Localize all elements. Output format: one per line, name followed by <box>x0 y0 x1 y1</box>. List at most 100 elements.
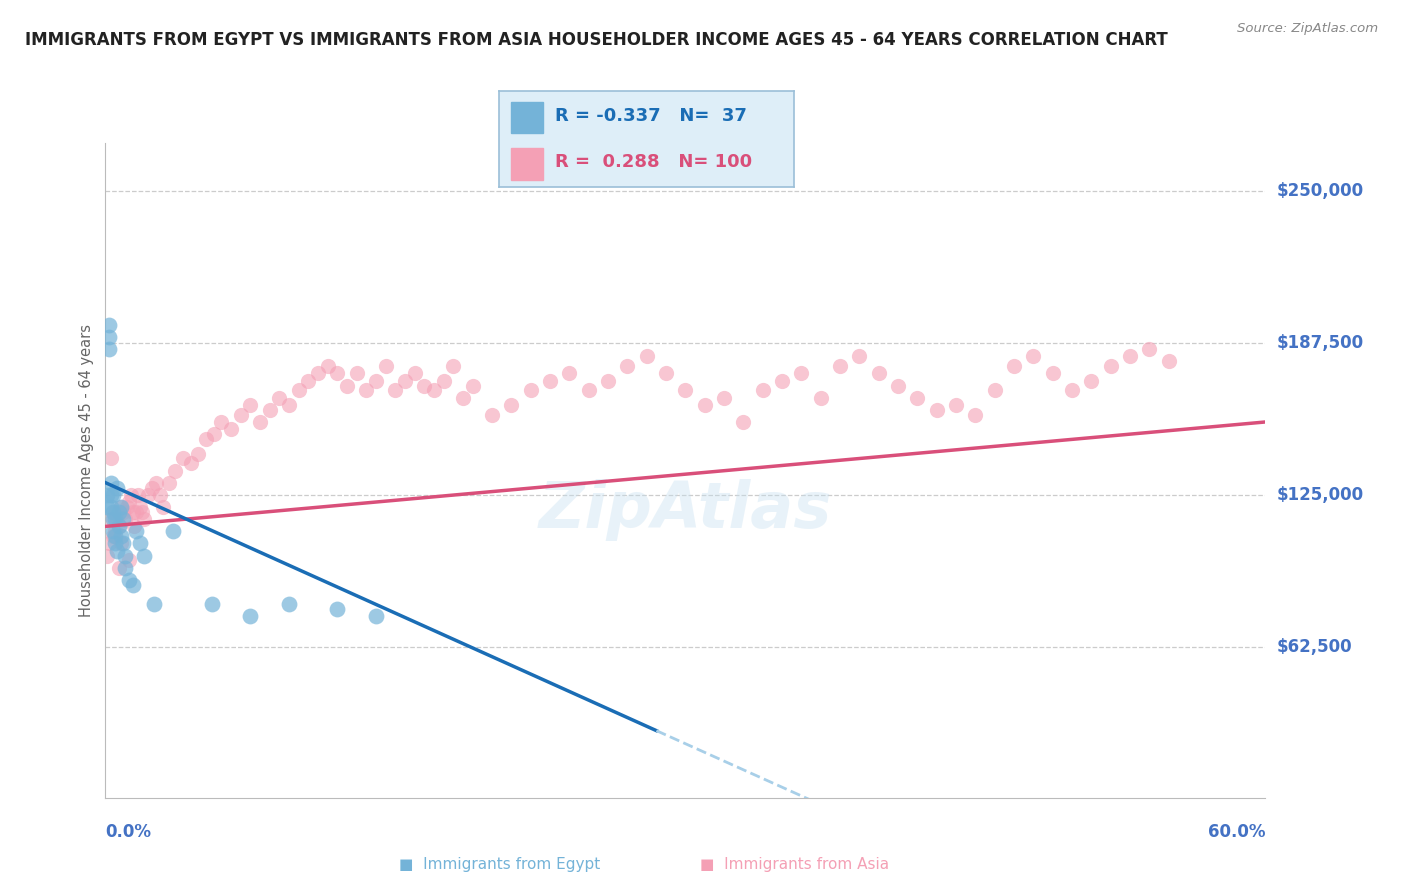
Point <box>125 524 148 539</box>
Point <box>105 481 128 495</box>
Point <box>100 488 122 502</box>
Point <box>693 398 716 412</box>
Point <box>1099 359 1122 373</box>
Y-axis label: Householder Income Ages 45 - 64 years: Householder Income Ages 45 - 64 years <box>79 324 94 617</box>
Text: IMMIGRANTS FROM EGYPT VS IMMIGRANTS FROM ASIA HOUSEHOLDER INCOME AGES 45 - 64 YE: IMMIGRANTS FROM EGYPT VS IMMIGRANTS FROM… <box>25 31 1168 49</box>
Text: Source: ZipAtlas.com: Source: ZipAtlas.com <box>1237 22 1378 36</box>
Point <box>636 350 658 364</box>
Point <box>538 374 561 388</box>
Point <box>520 384 543 398</box>
Point <box>98 536 121 550</box>
Point <box>100 475 122 490</box>
Text: R =  0.288   N= 100: R = 0.288 N= 100 <box>555 153 752 171</box>
Point <box>136 488 159 502</box>
Point <box>269 391 291 405</box>
Point <box>152 500 174 514</box>
Point <box>297 374 319 388</box>
Point <box>374 359 396 373</box>
Point <box>848 350 870 364</box>
Point <box>118 553 141 567</box>
Point <box>103 524 124 539</box>
Point <box>461 378 484 392</box>
Point <box>451 391 474 405</box>
Point <box>121 577 143 591</box>
Point <box>98 330 121 344</box>
Point <box>125 505 148 519</box>
Point <box>733 415 755 429</box>
Point <box>278 597 301 611</box>
Point <box>219 422 242 436</box>
Point <box>132 512 156 526</box>
Point <box>326 602 349 616</box>
Point <box>249 415 271 429</box>
Point <box>145 475 167 490</box>
Text: ■  Immigrants from Asia: ■ Immigrants from Asia <box>700 857 889 872</box>
Point <box>356 384 378 398</box>
Point <box>239 398 262 412</box>
Point <box>141 481 163 495</box>
Point <box>1157 354 1180 368</box>
Bar <box>510 148 543 179</box>
Point <box>104 505 127 519</box>
Point <box>202 427 225 442</box>
Point <box>655 367 678 381</box>
Text: $62,500: $62,500 <box>1277 638 1353 656</box>
Point <box>104 529 127 543</box>
Point <box>558 367 581 381</box>
Point <box>810 391 832 405</box>
Point <box>96 500 118 514</box>
Point <box>828 359 851 373</box>
Point <box>364 609 387 624</box>
Point <box>201 597 224 611</box>
Point <box>984 384 1007 398</box>
Point <box>1080 374 1102 388</box>
Point <box>616 359 638 373</box>
Text: $250,000: $250,000 <box>1277 182 1364 201</box>
Point <box>384 384 406 398</box>
Point <box>965 408 987 422</box>
Point <box>404 367 426 381</box>
Point <box>413 378 436 392</box>
Point <box>142 597 165 611</box>
Point <box>394 374 416 388</box>
Point <box>1060 384 1083 398</box>
Point <box>1119 350 1142 364</box>
Point <box>278 398 301 412</box>
Text: ■  Immigrants from Egypt: ■ Immigrants from Egypt <box>398 857 600 872</box>
Point <box>103 512 124 526</box>
Text: R = -0.337   N=  37: R = -0.337 N= 37 <box>555 107 747 125</box>
Point <box>239 609 262 624</box>
Point <box>111 505 134 519</box>
Point <box>346 367 368 381</box>
Point <box>108 519 131 533</box>
Point <box>114 560 136 574</box>
Point <box>149 488 172 502</box>
Point <box>868 367 890 381</box>
Point <box>129 536 152 550</box>
Text: $187,500: $187,500 <box>1277 334 1364 352</box>
Point <box>96 488 118 502</box>
Point <box>1042 367 1064 381</box>
Point <box>132 549 156 563</box>
Point <box>481 408 503 422</box>
Point <box>326 367 349 381</box>
Point <box>675 384 697 398</box>
Point <box>120 488 142 502</box>
Point <box>229 408 252 422</box>
Point <box>441 359 464 373</box>
Point <box>111 536 134 550</box>
Point <box>96 549 118 563</box>
Point <box>103 529 124 543</box>
Point <box>501 398 523 412</box>
Point <box>100 500 122 514</box>
Point <box>108 560 131 574</box>
Point <box>98 342 121 356</box>
Point <box>98 318 121 332</box>
Point <box>110 500 132 514</box>
Point <box>100 512 122 526</box>
Point <box>105 543 128 558</box>
Point <box>162 524 184 539</box>
Point <box>751 384 773 398</box>
Point <box>179 456 202 470</box>
Point <box>770 374 793 388</box>
